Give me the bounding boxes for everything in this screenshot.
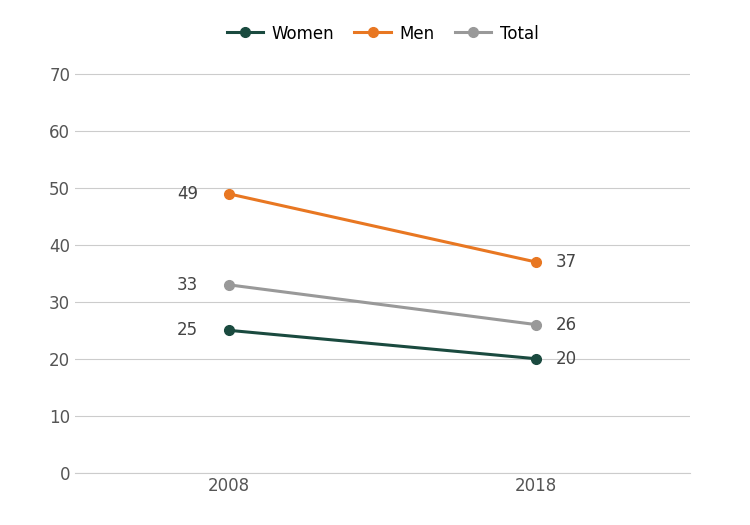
- Women: [224, 327, 233, 333]
- Line: Men: Men: [224, 189, 541, 267]
- Text: 49: 49: [177, 185, 198, 203]
- Total: [532, 321, 541, 328]
- Text: 20: 20: [556, 350, 577, 368]
- Text: 33: 33: [177, 276, 198, 294]
- Line: Women: Women: [224, 326, 541, 364]
- Text: 25: 25: [177, 321, 198, 339]
- Line: Total: Total: [224, 280, 541, 330]
- Legend: Women, Men, Total: Women, Men, Total: [220, 18, 545, 49]
- Text: 26: 26: [556, 316, 577, 333]
- Men: [224, 191, 233, 197]
- Text: 37: 37: [556, 253, 577, 271]
- Women: [532, 355, 541, 362]
- Total: [224, 281, 233, 288]
- Men: [532, 259, 541, 265]
